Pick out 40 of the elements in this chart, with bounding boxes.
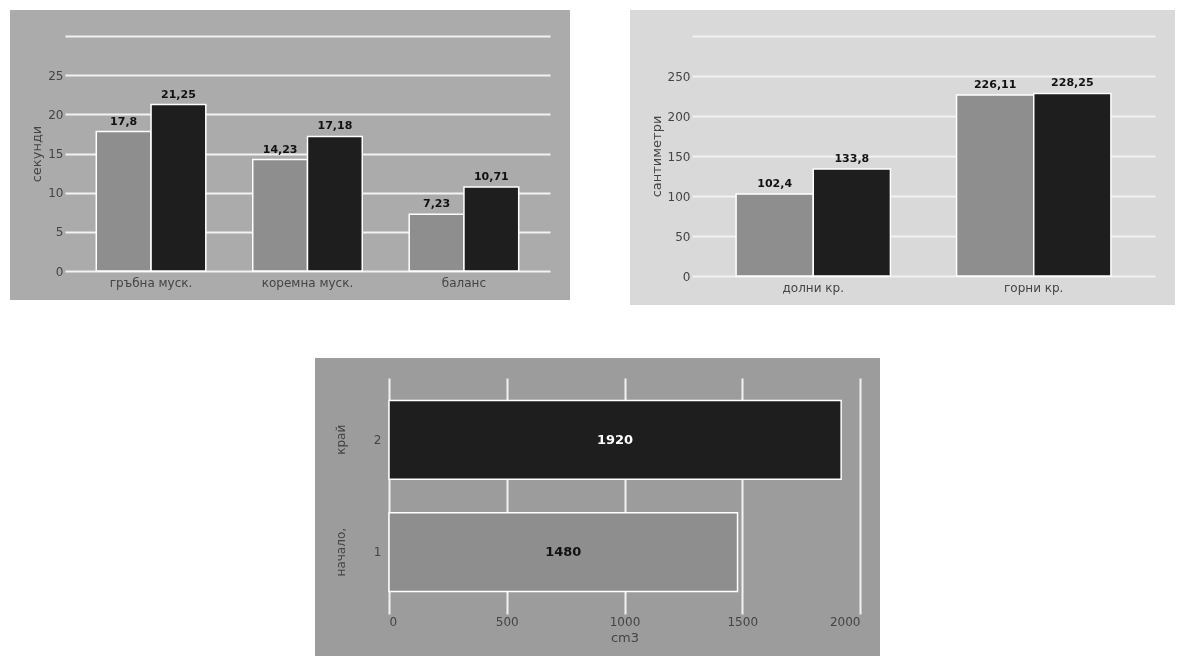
text: край bbox=[334, 424, 348, 455]
x-tick-label: горни кр. bbox=[1004, 280, 1064, 295]
data-label: 228,25 bbox=[1051, 76, 1094, 90]
data-label: 10,71 bbox=[473, 170, 509, 184]
x-tick-label: коремна муск. bbox=[261, 275, 354, 290]
data-label: 17,8 bbox=[110, 114, 138, 128]
y-tick-label: 2 bbox=[373, 432, 382, 447]
x-axis-title: cm3 bbox=[610, 629, 640, 645]
y-tick-label: 0 bbox=[55, 264, 64, 279]
data-label: 226,11 bbox=[973, 78, 1017, 92]
x-tick-label: баланс bbox=[441, 275, 487, 290]
data-label: 17,18 bbox=[317, 119, 353, 133]
x-tick-label: 500 bbox=[495, 614, 519, 629]
x-tick-label: 0 bbox=[389, 614, 398, 629]
text: начало, bbox=[334, 527, 348, 577]
y-tick-label: 5 bbox=[55, 225, 64, 240]
x-tick-label: гръбна муск. bbox=[109, 275, 193, 290]
data-label: 1920 bbox=[596, 431, 634, 447]
data-label: 102,4 bbox=[757, 177, 793, 191]
y-axis-title: сантиметри bbox=[648, 115, 664, 198]
y-axis-title: секунди bbox=[29, 125, 45, 183]
x-tick-label: долни кр. bbox=[782, 280, 844, 295]
y-tick-label: 200 bbox=[667, 109, 691, 124]
x-tick-label: 1500 bbox=[727, 614, 759, 629]
y-tick-label: 50 bbox=[675, 229, 691, 244]
y-tick-label: 250 bbox=[667, 69, 691, 84]
y-tick-label: 25 bbox=[48, 68, 64, 83]
x-tick-label: 2000 bbox=[829, 614, 861, 629]
y-tick-label: 20 bbox=[48, 107, 64, 122]
data-label: 7,23 bbox=[423, 197, 451, 211]
data-label: 133,8 bbox=[834, 151, 870, 165]
y-tick-label: 15 bbox=[48, 147, 64, 161]
y-tick-label: 100 bbox=[667, 189, 691, 204]
y-tick-label: 10 bbox=[48, 186, 64, 201]
y-tick-label: 150 bbox=[667, 149, 691, 164]
x-tick-label: 1000 bbox=[609, 614, 641, 629]
data-label: 21,25 bbox=[161, 87, 196, 101]
y-tick-label: 1 bbox=[373, 545, 382, 560]
data-label: 1480 bbox=[545, 544, 582, 560]
data-label: 14,23 bbox=[262, 142, 298, 156]
